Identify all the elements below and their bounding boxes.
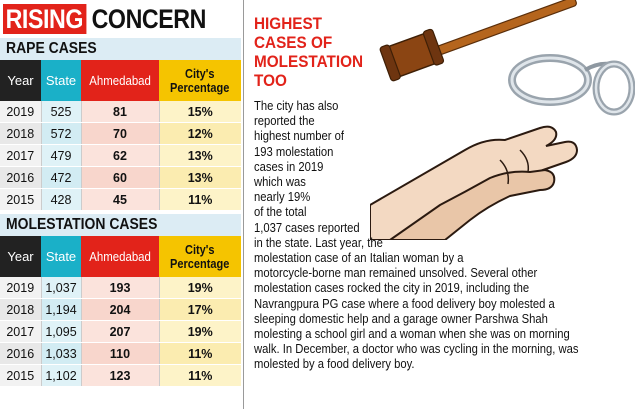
story-line: molestation case of an Italian woman by … (254, 251, 464, 266)
cell-pct: 13% (159, 166, 241, 189)
data-tables: RAPE CASES Year State Ahmedabad City's Pe… (0, 38, 241, 387)
col-city-header: Ahmedabad (81, 236, 159, 277)
cell-city: 207 (81, 320, 160, 343)
story-line: which was (254, 175, 306, 190)
cell-state: 1,033 (41, 342, 82, 365)
headline: RISING CONCERN (3, 2, 206, 36)
cell-pct: 17% (159, 298, 241, 321)
cell-city: 62 (81, 144, 160, 167)
cell-pct: 11% (159, 188, 241, 211)
table-row: 2016 472 60 13% (0, 166, 241, 189)
cell-year: 2018 (0, 122, 42, 145)
story-line: 1,037 cases reported (254, 220, 360, 235)
cell-pct: 11% (159, 364, 241, 387)
cell-city: 204 (81, 298, 160, 321)
story-title-line: HIGHEST (254, 14, 323, 33)
story-line: highest number of (254, 129, 345, 144)
story-title-line: CASES OF (254, 33, 333, 52)
cell-pct: 11% (159, 342, 241, 365)
col-state-header: State (41, 60, 81, 101)
cell-city: 70 (81, 122, 160, 145)
story-line: molesting a school girl and a woman when… (254, 327, 570, 342)
headline-highlight: RISING (3, 4, 87, 34)
cell-pct: 13% (159, 144, 241, 167)
table-row: 2018 572 70 12% (0, 122, 241, 145)
table-row: 2015 1,102 123 11% (0, 364, 241, 387)
cell-state: 1,194 (41, 298, 82, 321)
col-state-header: State (41, 236, 81, 277)
story-line: in the state. Last year, the (254, 235, 383, 250)
story-body: The city has also reported the highest n… (254, 99, 632, 399)
gavel-icon (379, 0, 577, 82)
cell-state: 572 (41, 122, 82, 145)
table-row: 2015 428 45 11% (0, 188, 241, 211)
table-row: 2019 1,037 193 19% (0, 277, 241, 299)
cell-pct: 19% (159, 277, 241, 299)
story-line: walk. In December, a doctor who was cycl… (254, 342, 579, 357)
col-year-header: Year (0, 236, 41, 277)
cell-state: 525 (41, 101, 82, 123)
story-line: of the total (254, 205, 307, 220)
cell-city: 123 (81, 364, 160, 387)
cell-pct: 15% (159, 101, 241, 123)
story-line: cases in 2019 (254, 159, 324, 174)
cell-city: 45 (81, 188, 160, 211)
col-year-header: Year (0, 60, 41, 101)
rape-table-header: Year State Ahmedabad City's Percentage (0, 60, 241, 101)
rape-cases-title: RAPE CASES (0, 38, 241, 60)
cell-state: 479 (41, 144, 82, 167)
grabbing-hands-icon (370, 125, 579, 240)
story-line: motorcycle-borne man remained unsolved. … (254, 266, 538, 281)
molestation-cases-title: MOLESTATION CASES (0, 214, 241, 236)
story-title-line: TOO (254, 71, 287, 90)
story-title-line: MOLESTATION (254, 52, 364, 71)
rape-cases-table: Year State Ahmedabad City's Percentage 20… (0, 60, 241, 211)
cell-year: 2018 (0, 298, 42, 321)
cell-year: 2015 (0, 364, 42, 387)
col-pct-header: City's Percentage (159, 60, 241, 101)
cell-city: 193 (81, 277, 160, 299)
table-row: 2017 479 62 13% (0, 144, 241, 167)
molestation-cases-table: Year State Ahmedabad City's Percentage 20… (0, 236, 241, 387)
cell-state: 1,095 (41, 320, 82, 343)
table-row: 2017 1,095 207 19% (0, 320, 241, 343)
cell-year: 2016 (0, 166, 42, 189)
cell-state: 1,102 (41, 364, 82, 387)
story-title: HIGHEST CASES OF MOLESTATION TOO (254, 14, 371, 90)
story-line: 193 molestation (254, 144, 334, 159)
story-line: sleeping domestic help and a garage owne… (254, 311, 548, 326)
table-row: 2016 1,033 110 11% (0, 342, 241, 365)
story-line: molestation cases rocked the city in 201… (254, 281, 530, 296)
cell-year: 2019 (0, 277, 42, 299)
cell-year: 2015 (0, 188, 42, 211)
cell-pct: 12% (159, 122, 241, 145)
cell-year: 2016 (0, 342, 42, 365)
column-divider (243, 0, 244, 409)
cell-year: 2017 (0, 144, 42, 167)
cell-city: 110 (81, 342, 160, 365)
story-line: Navrangpura PG case where a food deliver… (254, 296, 555, 311)
story-line: The city has also (254, 99, 339, 113)
handcuffs-icon (508, 54, 635, 116)
story-line: molested by a food delivery boy. (254, 357, 415, 372)
cell-city: 60 (81, 166, 160, 189)
table-row: 2018 1,194 204 17% (0, 298, 241, 321)
molestation-table-header: Year State Ahmedabad City's Percentage (0, 236, 241, 277)
cell-pct: 19% (159, 320, 241, 343)
col-city-header: Ahmedabad (81, 60, 159, 101)
cell-city: 81 (81, 101, 160, 123)
cell-year: 2017 (0, 320, 42, 343)
table-row: 2019 525 81 15% (0, 101, 241, 123)
headline-rest: CONCERN (91, 4, 207, 34)
story-line: nearly 19% (254, 190, 311, 205)
crime-illustration (370, 0, 635, 240)
cell-year: 2019 (0, 101, 42, 123)
story-line: reported the (254, 114, 315, 129)
cell-state: 472 (41, 166, 82, 189)
cell-state: 428 (41, 188, 82, 211)
col-pct-header: City's Percentage (159, 236, 241, 277)
cell-state: 1,037 (41, 277, 82, 299)
